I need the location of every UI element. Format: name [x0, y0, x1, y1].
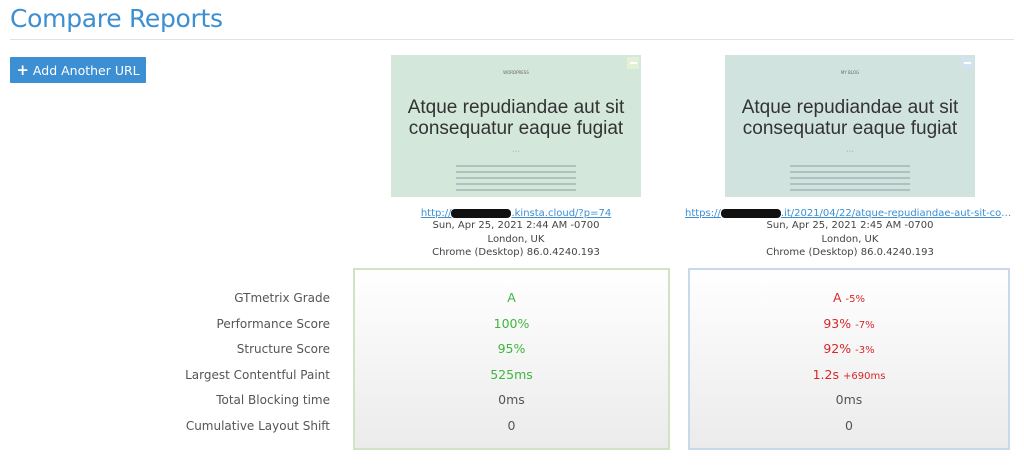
add-button-label: Add Another URL [32, 62, 140, 78]
metric-value: 525ms [490, 366, 533, 382]
metric-value: 0ms [498, 392, 525, 408]
report-metrics-box: A 100% 95% 525ms 0ms 0 [353, 268, 670, 450]
metric-value: 100% [493, 315, 530, 331]
report-screenshot[interactable]: MY BLOG Atque repudiandae aut sit conseq… [725, 55, 975, 197]
minus-icon [629, 62, 637, 64]
thumb-site-name: WORDPRESS [503, 70, 529, 75]
metric-delta: -3% [855, 345, 875, 357]
metric-value-row: 0ms [690, 392, 1008, 418]
metric-value-row: 0 [690, 418, 1008, 444]
report-metrics-box: A -5% 93% -7% 92% -3% 1.2s +690ms 0ms 0 [688, 268, 1010, 450]
url-prefix: http:// [420, 208, 452, 219]
metric-value-row: 1.2s +690ms [690, 367, 1008, 393]
metric-value-row: 100% [355, 316, 668, 342]
report-column: WORDPRESS Atque repudiandae aut sit cons… [351, 55, 681, 260]
redacted-text [720, 208, 781, 218]
report-column: MY BLOG Atque repudiandae aut sit conseq… [685, 55, 1015, 260]
metric-label: GTmetrix Grade [234, 291, 330, 305]
thumb-site-name: MY BLOG [840, 70, 860, 75]
metric-value: 0ms [835, 392, 863, 408]
minimize-button[interactable] [961, 57, 973, 69]
divider [10, 39, 1014, 40]
thumb-meta: • • • [512, 149, 520, 153]
metric-value-row: A -5% [690, 290, 1008, 316]
metric-label: Largest Contentful Paint [185, 367, 330, 382]
metric-label: Structure Score [236, 342, 330, 357]
url-prefix: https:// [685, 208, 721, 219]
report-url-link[interactable]: http:// .kinsta.cloud/?p=74 [351, 208, 681, 219]
metric-label: Total Blocking time [216, 393, 330, 408]
metric-value-row: 95% [355, 341, 668, 367]
report-browser: Chrome (Desktop) 86.0.4240.193 [766, 247, 934, 258]
report-date: Sun, Apr 25, 2021 2:45 AM -0700 [766, 220, 934, 231]
metric-value: A [507, 290, 516, 305]
metric-value-row: A [355, 290, 668, 316]
minus-icon [963, 62, 971, 64]
thumb-heading: Atque repudiandae aut sit consequatur ea… [741, 97, 959, 139]
metric-value: A [832, 290, 842, 305]
thumb-body [790, 165, 910, 191]
metric-value-row: 0ms [355, 392, 668, 418]
metric-value-row: 525ms [355, 367, 668, 393]
report-screenshot[interactable]: WORDPRESS Atque repudiandae aut sit cons… [391, 55, 641, 197]
metric-value: 1.2s [812, 366, 839, 382]
report-browser: Chrome (Desktop) 86.0.4240.193 [432, 247, 600, 258]
metric-labels: GTmetrix Grade Performance Score Structure… [150, 290, 330, 444]
plus-icon: + [16, 61, 29, 79]
metric-value: 93% [823, 315, 852, 331]
minimize-button[interactable] [627, 57, 639, 69]
report-location: London, UK [821, 233, 879, 245]
thumb-body [456, 165, 576, 191]
add-another-url-button[interactable]: + Add Another URL [10, 57, 146, 83]
thumb-meta: • • • [846, 149, 854, 153]
url-suffix: .kinsta.cloud/?p=74 [511, 208, 612, 219]
metric-delta: -5% [845, 294, 866, 305]
thumb-heading: Atque repudiandae aut sit consequatur ea… [407, 97, 625, 139]
metric-label: Performance Score [216, 316, 330, 331]
metric-delta: -7% [855, 319, 875, 331]
page-title: Compare Reports [10, 4, 223, 33]
metric-value: 95% [497, 341, 526, 357]
metric-delta: +690ms [842, 370, 886, 382]
url-suffix: .it/2021/04/22/atque-repudiandae-aut-sit… [780, 208, 1015, 219]
report-date: Sun, Apr 25, 2021 2:44 AM -0700 [432, 220, 600, 231]
metric-value-row: 92% -3% [690, 341, 1008, 367]
metric-value: 92% [823, 341, 852, 357]
report-location: London, UK [487, 233, 545, 245]
metric-value-row: 0 [355, 418, 668, 444]
metric-value: 0 [507, 417, 516, 433]
report-url-link[interactable]: https:// .it/2021/04/22/atque-repudiandae… [685, 208, 1015, 219]
metric-label: Cumulative Layout Shift [185, 418, 330, 433]
metric-value-row: 93% -7% [690, 316, 1008, 342]
metric-value: 0 [845, 417, 853, 433]
redacted-text [451, 208, 512, 218]
